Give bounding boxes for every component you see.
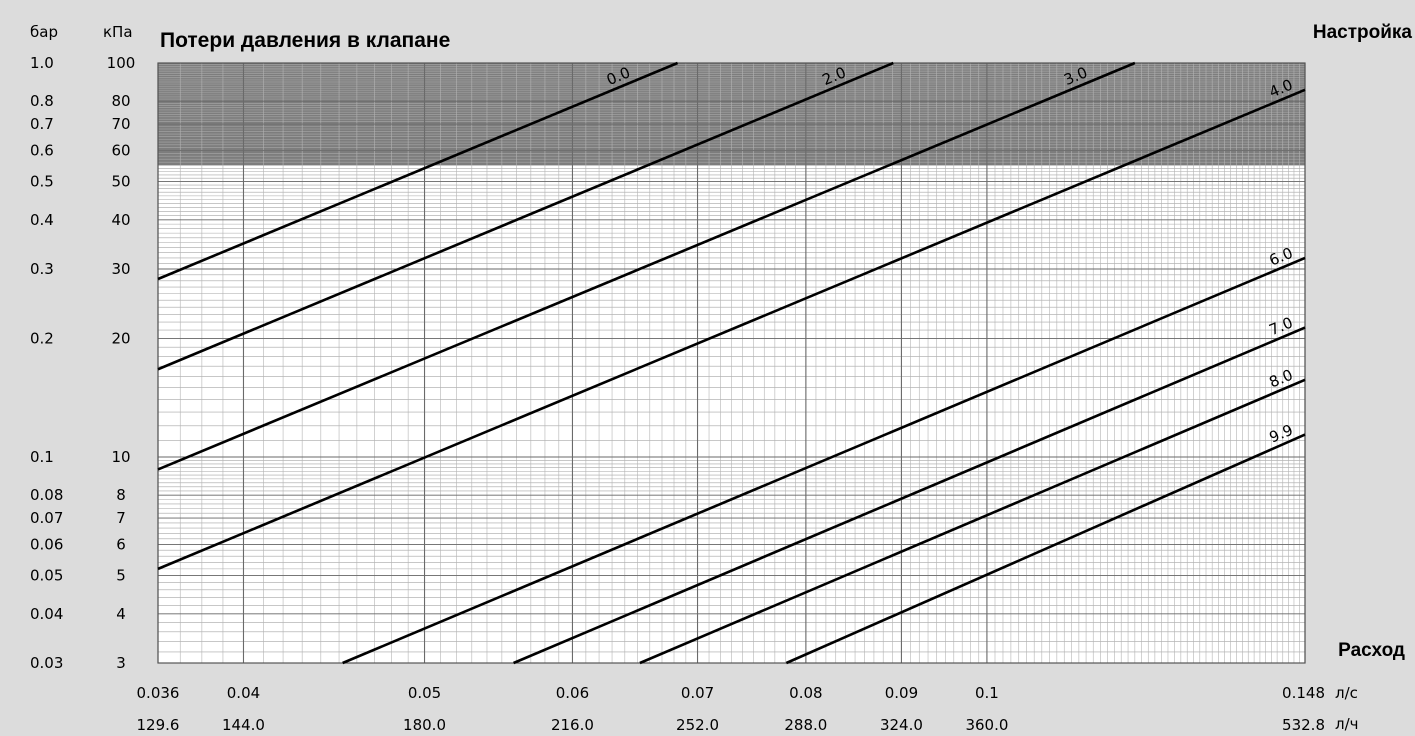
series-line xyxy=(157,61,679,281)
y-tick-kpa-label: 5 xyxy=(116,567,126,585)
x-tick-ls-label: 0.148 xyxy=(1282,684,1325,702)
y-tick-kpa-label: 4 xyxy=(116,605,126,623)
x-tick-lh-label: 129.6 xyxy=(137,716,180,734)
y-tick-kpa-label: 20 xyxy=(111,329,130,347)
y-tick-bar-label: 1.0 xyxy=(30,54,54,72)
y-tick-kpa-label: 80 xyxy=(111,92,130,110)
y-tick-kpa-label: 6 xyxy=(116,535,126,553)
x-tick-ls-label: 0.07 xyxy=(681,684,714,702)
x-tick-lh-label: 144.0 xyxy=(222,716,265,734)
y-tick-bar-label: 0.6 xyxy=(30,141,54,159)
x-unit-lh: л/ч xyxy=(1335,715,1359,733)
plot-frame-layer xyxy=(157,62,1306,664)
x-unit-ls: л/с xyxy=(1335,684,1358,702)
y-unit-kpa: кПа xyxy=(103,23,133,41)
y-tick-bar-label: 0.3 xyxy=(30,260,54,278)
y-tick-bar-label: 0.1 xyxy=(30,448,54,466)
x-tick-ls-label: 0.06 xyxy=(556,684,589,702)
y-tick-bar-label: 0.03 xyxy=(30,654,63,672)
y-tick-kpa-label: 60 xyxy=(111,141,130,159)
y-tick-bar-label: 0.8 xyxy=(30,92,54,110)
y-tick-bar-label: 0.7 xyxy=(30,115,54,133)
y-tick-kpa-label: 40 xyxy=(111,211,130,229)
series-layer xyxy=(157,61,1306,665)
y-tick-kpa-label: 8 xyxy=(116,486,126,504)
series-line xyxy=(157,88,1306,571)
y-tick-kpa-label: 50 xyxy=(111,173,130,191)
x-tick-lh-label: 216.0 xyxy=(551,716,594,734)
x-tick-lh-label: 532.8 xyxy=(1282,716,1325,734)
x-tick-ls-label: 0.1 xyxy=(975,684,999,702)
x-tick-ls-label: 0.04 xyxy=(227,684,260,702)
grid-layer xyxy=(157,62,1306,664)
y-tick-bar-label: 0.07 xyxy=(30,509,63,527)
y-tick-bar-label: 0.04 xyxy=(30,605,63,623)
x-tick-lh-label: 180.0 xyxy=(403,716,446,734)
y-tick-bar-label: 0.05 xyxy=(30,567,63,585)
y-tick-bar-label: 0.08 xyxy=(30,486,63,504)
series-line xyxy=(639,378,1306,665)
x-tick-ls-label: 0.05 xyxy=(408,684,441,702)
legend-title: Настройка xyxy=(1313,22,1413,43)
x-tick-lh-label: 288.0 xyxy=(784,716,827,734)
y-tick-bar-label: 0.2 xyxy=(30,329,54,347)
y-tick-kpa-label: 7 xyxy=(116,509,126,527)
x-tick-ls-label: 0.09 xyxy=(885,684,918,702)
y-tick-kpa-label: 30 xyxy=(111,260,130,278)
y-tick-kpa-label: 70 xyxy=(111,115,130,133)
series-line xyxy=(342,256,1306,665)
series-line xyxy=(157,61,1136,471)
x-tick-lh-label: 360.0 xyxy=(965,716,1008,734)
y-unit-bar: бар xyxy=(30,23,58,41)
y-tick-kpa-label: 3 xyxy=(116,654,126,672)
chart-title: Потери давления в клапане xyxy=(160,29,450,52)
x-tick-lh-label: 252.0 xyxy=(676,716,719,734)
y-tick-kpa-label: 100 xyxy=(107,54,136,72)
x-tick-lh-label: 324.0 xyxy=(880,716,923,734)
y-tick-kpa-label: 10 xyxy=(111,448,130,466)
y-tick-bar-label: 0.5 xyxy=(30,173,54,191)
series-line xyxy=(513,326,1306,665)
plot-frame xyxy=(157,62,1306,664)
x-axis-title: Расход xyxy=(1338,640,1405,661)
y-tick-bar-label: 0.4 xyxy=(30,211,54,229)
x-tick-ls-label: 0.08 xyxy=(789,684,822,702)
series-line xyxy=(157,61,894,371)
y-tick-bar-label: 0.06 xyxy=(30,535,63,553)
x-tick-ls-label: 0.036 xyxy=(137,684,180,702)
series-line xyxy=(785,433,1306,665)
